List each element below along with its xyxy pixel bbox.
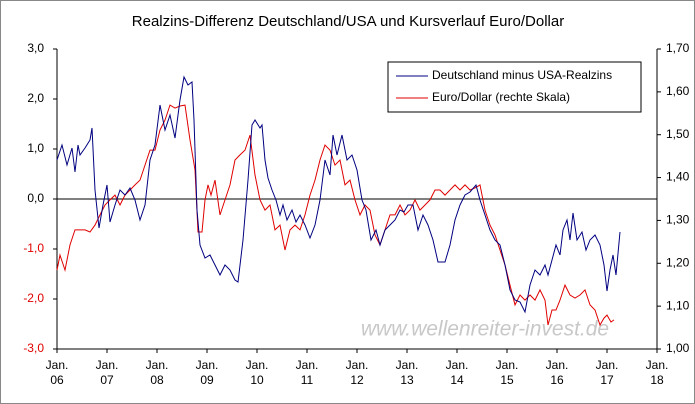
x-tick-label: Jan. 09 xyxy=(195,358,219,387)
x-tick-label: Jan. 17 xyxy=(595,358,619,387)
x-tick-label: Jan. 16 xyxy=(545,358,569,387)
y2-tick-label: 1,30 xyxy=(666,213,690,227)
y2-tick-label: 1,50 xyxy=(666,127,690,141)
y-tick-label: 0,0 xyxy=(27,191,44,205)
series-line xyxy=(56,104,615,327)
legend-label: Euro/Dollar (rechte Skala) xyxy=(432,90,570,104)
legend-box xyxy=(387,61,642,113)
series-line xyxy=(56,75,621,314)
y-tick-label: -1,0 xyxy=(23,241,44,255)
y-tick-label: 2,0 xyxy=(27,91,44,105)
chart-title: Realzins-Differenz Deutschland/USA und K… xyxy=(132,13,564,30)
y-tick-label: -3,0 xyxy=(23,341,44,355)
y2-tick-label: 1,40 xyxy=(666,170,690,184)
y2-tick-label: 1,20 xyxy=(666,255,690,269)
y2-tick-label: 1,10 xyxy=(666,298,690,312)
y2-tick-label: 1,70 xyxy=(666,41,690,55)
y-tick-label: 1,0 xyxy=(27,141,44,155)
x-tick-label: Jan. 06 xyxy=(45,358,69,387)
x-tick-label: Jan. 15 xyxy=(495,358,519,387)
x-tick-label: Jan. 07 xyxy=(95,358,119,387)
x-tick-label: Jan. 12 xyxy=(345,358,369,387)
x-tick-label: Jan. 14 xyxy=(445,358,469,387)
y2-tick-label: 1,00 xyxy=(666,341,690,355)
watermark: www.wellenreiter-invest.de xyxy=(361,318,609,341)
x-tick-label: Jan. 11 xyxy=(295,358,319,387)
y2-tick-label: 1,60 xyxy=(666,84,690,98)
x-tick-label: Jan. 08 xyxy=(145,358,169,387)
x-tick-label: Jan. 10 xyxy=(245,358,269,387)
y-tick-label: -2,0 xyxy=(23,291,44,305)
legend-label: Deutschland minus USA-Realzins xyxy=(432,68,612,82)
x-tick-label: Jan. 18 xyxy=(645,358,669,387)
x-tick-label: Jan. 13 xyxy=(395,358,419,387)
y-tick-label: 3,0 xyxy=(27,41,44,55)
